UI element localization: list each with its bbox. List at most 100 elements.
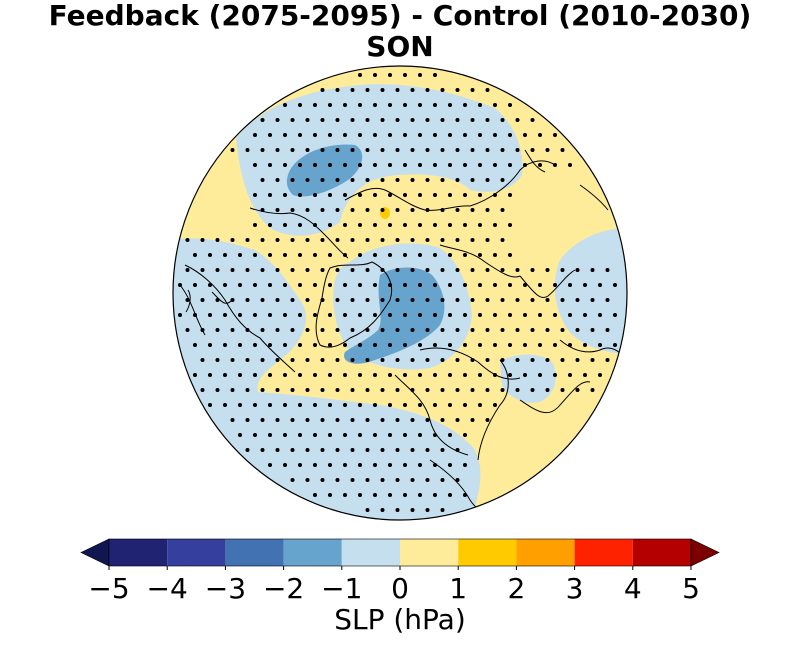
stipple-dot	[388, 103, 392, 107]
stipple-dot	[373, 313, 377, 317]
stipple-dot	[403, 343, 407, 347]
stipple-dot	[523, 343, 527, 347]
stipple-dot	[335, 298, 340, 302]
stipple-dot	[215, 268, 220, 272]
stipple-dot	[485, 238, 490, 242]
stipple-dot	[358, 403, 362, 407]
stipple-dot	[320, 238, 325, 242]
stipple-dot	[478, 133, 482, 137]
stipple-dot	[275, 178, 280, 182]
stipple-dot	[613, 313, 617, 317]
stipple-dot	[328, 463, 332, 467]
stipple-dot	[380, 238, 385, 242]
stipple-dot	[185, 238, 190, 242]
stipple-dot	[463, 433, 467, 437]
stipple-dot	[403, 163, 407, 167]
stipple-dot	[418, 313, 422, 317]
colorbar-tick-label: 5	[682, 572, 700, 605]
stipple-dot	[298, 253, 302, 257]
stipple-dot	[230, 328, 235, 332]
stipple-dot	[425, 88, 430, 92]
stipple-dot	[508, 193, 512, 197]
stipple-dot	[440, 298, 445, 302]
stipple-dot	[260, 388, 265, 392]
stipple-dot	[395, 268, 400, 272]
stipple-dot	[388, 193, 392, 197]
stipple-dot	[433, 433, 437, 437]
stipple-dot	[320, 418, 325, 422]
stipple-dot	[298, 313, 302, 317]
stipple-dot	[515, 118, 520, 122]
stipple-dot	[455, 298, 460, 302]
stipple-dot	[320, 208, 325, 212]
stipple-dot	[538, 343, 542, 347]
stipple-dot	[440, 88, 445, 92]
stipple-dot	[560, 388, 565, 392]
stipple-dot	[553, 313, 557, 317]
colorbar-segment	[516, 539, 575, 566]
stipple-dot	[493, 313, 497, 317]
stipple-dot	[275, 298, 280, 302]
stipple-dot	[305, 298, 310, 302]
stipple-dot	[335, 208, 340, 212]
stipple-dot	[440, 358, 445, 362]
stipple-dot	[245, 238, 250, 242]
stipple-dot	[230, 358, 235, 362]
stipple-dot	[343, 223, 347, 227]
stipple-dot	[200, 268, 205, 272]
stipple-dot	[433, 313, 437, 317]
stipple-dot	[410, 178, 415, 182]
stipple-dot	[260, 448, 265, 452]
stipple-dot	[425, 238, 430, 242]
stipple-dot	[260, 298, 265, 302]
stipple-dot	[440, 268, 445, 272]
stipple-dot	[448, 403, 452, 407]
stipple-dot	[508, 133, 512, 137]
stipple-dot	[185, 268, 190, 272]
stipple-dot	[253, 133, 257, 137]
stipple-dot	[380, 208, 385, 212]
stipple-dot	[388, 313, 392, 317]
stipple-dot	[373, 163, 377, 167]
stipple-dot	[268, 193, 272, 197]
colorbar-tick-label: 2	[507, 572, 525, 605]
stipple-dot	[470, 238, 475, 242]
stipple-dot	[560, 358, 565, 362]
stipple-dot	[403, 283, 407, 287]
stipple-dot	[605, 298, 610, 302]
stipple-dot	[290, 358, 295, 362]
stipple-dot	[343, 493, 347, 497]
stipple-dot	[305, 178, 310, 182]
stipple-dot	[328, 133, 332, 137]
stipple-dot	[350, 298, 355, 302]
stipple-dot	[380, 448, 385, 452]
stipple-dot	[418, 103, 422, 107]
stipple-dot	[298, 133, 302, 137]
colorbar-segment	[167, 539, 226, 566]
stipple-dot	[215, 388, 220, 392]
stipple-dot	[238, 403, 242, 407]
stipple-dot	[403, 253, 407, 257]
stipple-dot	[448, 193, 452, 197]
stipple-dot	[290, 298, 295, 302]
stipple-dot	[358, 283, 362, 287]
stipple-dot	[440, 238, 445, 242]
stipple-dot	[395, 418, 400, 422]
stipple-dot	[313, 133, 317, 137]
stipple-dot	[470, 418, 475, 422]
stipple-dot	[575, 388, 580, 392]
stipple-dot	[590, 268, 595, 272]
stipple-dot	[388, 223, 392, 227]
stipple-dot	[388, 73, 392, 77]
stipple-dot	[463, 343, 467, 347]
stipple-dot	[523, 283, 527, 287]
stipple-dot	[500, 328, 505, 332]
stipple-dot	[590, 358, 595, 362]
stipple-dot	[515, 268, 520, 272]
stipple-dot	[275, 328, 280, 332]
stipple-dot	[410, 478, 415, 482]
stipple-dot	[403, 223, 407, 227]
polar-map	[172, 65, 628, 521]
colorbar-tick-label: −5	[88, 572, 129, 605]
colorbar-ticks: −5 −4 −3 −2 −1 0 1 2 3 4 5	[88, 566, 700, 605]
